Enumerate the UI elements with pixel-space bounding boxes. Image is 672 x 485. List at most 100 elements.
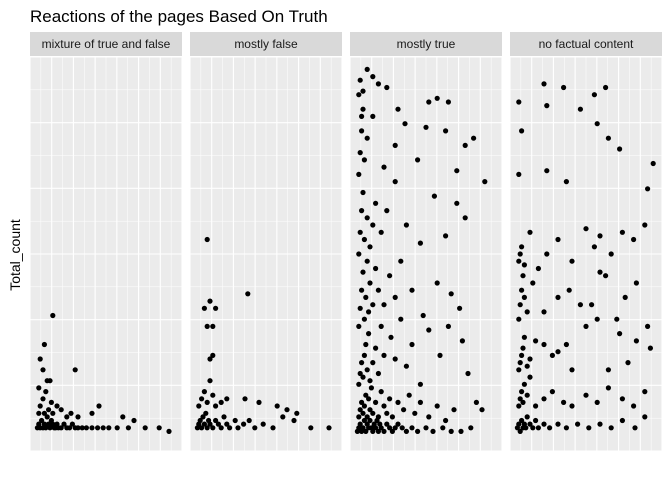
data-point bbox=[614, 316, 620, 322]
data-point bbox=[443, 417, 449, 424]
data-point bbox=[384, 421, 390, 427]
data-point bbox=[357, 421, 363, 427]
data-point bbox=[443, 233, 449, 239]
data-point bbox=[384, 84, 390, 91]
data-point bbox=[242, 396, 248, 402]
data-point bbox=[561, 399, 567, 405]
data-point bbox=[516, 403, 522, 409]
data-point bbox=[367, 378, 373, 384]
data-point bbox=[603, 84, 609, 91]
data-point bbox=[47, 425, 53, 431]
data-point bbox=[517, 428, 523, 434]
data-point bbox=[378, 425, 384, 431]
data-point bbox=[200, 414, 206, 420]
data-point bbox=[96, 403, 102, 409]
data-point bbox=[373, 200, 379, 206]
data-point bbox=[67, 425, 73, 431]
data-point bbox=[54, 403, 60, 409]
data-point bbox=[364, 258, 370, 264]
data-point bbox=[125, 425, 131, 431]
data-point bbox=[426, 99, 432, 105]
data-point bbox=[291, 417, 297, 424]
data-point bbox=[41, 410, 48, 416]
data-point bbox=[201, 389, 207, 395]
data-point bbox=[533, 338, 539, 344]
data-point bbox=[360, 189, 366, 196]
data-point bbox=[448, 428, 454, 434]
data-point bbox=[360, 410, 366, 416]
data-point bbox=[326, 425, 332, 431]
facet-panel: mixture of true and false bbox=[29, 32, 183, 452]
data-point bbox=[356, 171, 362, 177]
data-point bbox=[443, 128, 449, 134]
data-point bbox=[89, 425, 95, 431]
data-point bbox=[44, 378, 50, 384]
data-point bbox=[521, 262, 528, 268]
data-point bbox=[577, 302, 584, 308]
data-point bbox=[549, 389, 556, 395]
data-point bbox=[519, 287, 525, 293]
data-point bbox=[457, 305, 463, 311]
data-point bbox=[389, 428, 395, 434]
data-point bbox=[594, 121, 600, 127]
data-point bbox=[642, 222, 648, 228]
data-point bbox=[364, 414, 370, 420]
data-point bbox=[210, 352, 216, 358]
data-point bbox=[569, 367, 575, 373]
data-point bbox=[387, 273, 393, 279]
data-point bbox=[389, 414, 395, 420]
data-point bbox=[294, 410, 300, 416]
data-point bbox=[479, 407, 485, 413]
data-point bbox=[201, 421, 207, 427]
data-point bbox=[608, 251, 614, 257]
data-point bbox=[417, 240, 423, 246]
data-point bbox=[412, 410, 418, 416]
data-point bbox=[482, 179, 488, 185]
data-point bbox=[563, 425, 570, 431]
data-point bbox=[445, 323, 451, 329]
data-point bbox=[415, 157, 421, 163]
facet-panel: mostly true bbox=[349, 32, 503, 452]
data-point bbox=[521, 334, 528, 340]
data-point bbox=[530, 425, 536, 431]
data-point bbox=[647, 345, 654, 351]
data-point bbox=[535, 425, 542, 431]
data-point bbox=[533, 417, 539, 424]
data-point bbox=[373, 265, 379, 272]
data-point bbox=[360, 425, 366, 431]
data-point bbox=[519, 417, 525, 424]
data-point bbox=[203, 410, 209, 416]
data-point bbox=[360, 374, 366, 380]
data-point bbox=[199, 396, 205, 402]
data-point bbox=[399, 425, 405, 431]
data-point bbox=[166, 428, 172, 434]
data-point bbox=[583, 226, 589, 232]
data-point bbox=[360, 106, 366, 112]
data-point bbox=[359, 128, 365, 134]
data-point bbox=[204, 425, 210, 431]
data-point bbox=[359, 287, 365, 293]
data-point bbox=[232, 417, 238, 424]
data-point bbox=[364, 367, 370, 373]
data-point bbox=[426, 414, 432, 420]
data-point bbox=[381, 164, 387, 170]
data-point bbox=[39, 417, 45, 424]
data-point bbox=[366, 331, 372, 337]
data-point bbox=[519, 352, 525, 358]
data-point bbox=[381, 352, 387, 358]
data-point bbox=[359, 208, 365, 214]
data-point bbox=[524, 309, 530, 315]
data-point bbox=[631, 403, 637, 409]
data-point bbox=[384, 208, 390, 214]
data-point bbox=[555, 294, 561, 300]
data-point bbox=[79, 425, 85, 431]
data-point bbox=[591, 92, 598, 98]
data-point bbox=[524, 414, 530, 420]
data-point bbox=[392, 179, 398, 185]
data-point bbox=[199, 425, 205, 431]
data-point bbox=[381, 428, 387, 434]
data-point bbox=[75, 414, 81, 420]
data-point bbox=[395, 106, 401, 112]
data-point bbox=[459, 338, 465, 344]
data-point bbox=[256, 399, 262, 405]
